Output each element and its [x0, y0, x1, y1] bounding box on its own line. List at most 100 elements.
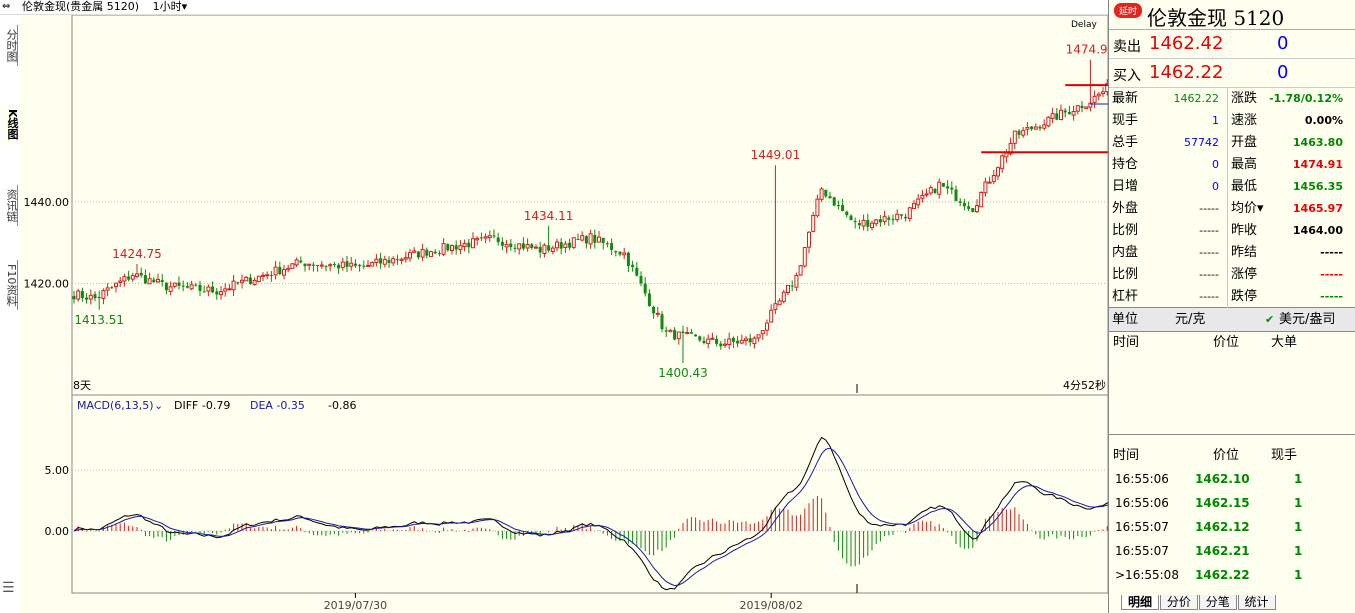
candle-body: [265, 274, 270, 277]
quote-row: 现手 1 速涨 0.00%: [1109, 110, 1355, 132]
tab-news[interactable]: 资讯链: [1, 185, 18, 226]
candle-body: [1092, 95, 1097, 103]
dea-label: DEA -0.35: [250, 399, 305, 412]
trade-price: 1462.22: [1195, 568, 1250, 582]
candle-body: [160, 280, 164, 283]
candle-body: [387, 259, 391, 263]
candle-body: [269, 275, 273, 277]
candle-body: [278, 266, 282, 275]
candle-body: [568, 242, 572, 248]
candle-body: [1017, 130, 1021, 135]
big-header-time: 时间: [1113, 335, 1140, 350]
trade-vol: 1: [1294, 520, 1303, 534]
candle-body: [316, 265, 320, 267]
quote-row: 持仓 0 最高 1474.91: [1109, 154, 1355, 176]
candle-body: [127, 276, 131, 280]
tab-tick[interactable]: 分笔: [1198, 595, 1237, 610]
candle-body: [198, 284, 202, 291]
candle-body: [618, 251, 622, 255]
candle-body: [437, 253, 441, 255]
candle-body: [538, 246, 542, 253]
candle-body: [626, 252, 630, 266]
extreme-label: 1474.91: [1066, 43, 1108, 57]
candle-body: [420, 248, 425, 258]
candle-body: [72, 296, 76, 300]
candle-body: [168, 286, 173, 292]
quote-value: -----: [1199, 290, 1219, 303]
period-label: 1小时: [152, 0, 182, 13]
candle-body: [147, 278, 152, 285]
quote-row: 比例 ----- 昨收 1464.00: [1109, 220, 1355, 242]
sell-price: 1462.42: [1149, 33, 1224, 54]
days-label: 8天: [73, 379, 91, 392]
candle-body: [340, 261, 345, 268]
tab-kline[interactable]: K线图: [1, 105, 19, 144]
candle-body: [1008, 143, 1013, 155]
candle-body: [105, 287, 110, 291]
candle-body: [319, 264, 324, 267]
candle-body: [991, 175, 996, 182]
candle-body: [550, 247, 555, 253]
candle-body: [80, 291, 84, 299]
quote-value: 1: [1212, 114, 1219, 127]
candle-body: [500, 241, 504, 246]
quote-value: -----: [1320, 268, 1343, 281]
candle-body: [689, 332, 693, 334]
tab-price-dist[interactable]: 分价: [1159, 595, 1198, 610]
quote-value: -----: [1199, 268, 1219, 281]
candle-body: [412, 250, 417, 253]
quote-key: 昨收: [1231, 223, 1258, 238]
chevron-down-icon[interactable]: ⌄: [154, 399, 163, 412]
extreme-label: 1413.51: [74, 313, 124, 327]
candle-body: [252, 279, 257, 285]
candle-body: [450, 245, 454, 252]
kline-chart[interactable]: 1440.00 1420.00 2019/07/30 2019/08/02 5.00 0…: [19, 15, 1108, 613]
candle-body: [655, 312, 660, 315]
candle-body: [832, 197, 836, 206]
candle-body: [841, 204, 845, 212]
candle-body: [256, 275, 261, 283]
candle-body: [152, 279, 156, 283]
candle-body: [802, 247, 807, 267]
unit-value[interactable]: 元/克: [1175, 312, 1206, 327]
candle-body: [223, 288, 228, 292]
trade-time: 16:55:07: [1115, 520, 1169, 534]
tab-timeshare[interactable]: 分时图: [1, 25, 18, 66]
candle-body: [950, 187, 954, 190]
quote-key: 速涨: [1231, 113, 1258, 128]
tab-f10[interactable]: F10资料: [1, 260, 18, 311]
candle-body: [307, 263, 312, 266]
candle-body: [290, 263, 295, 269]
candle-body: [786, 284, 790, 294]
candle-body: [248, 277, 252, 284]
macd-label[interactable]: MACD(6,13,5): [77, 399, 154, 412]
quote-key: 比例: [1112, 267, 1139, 282]
quote-row: 日增 0 最低 1456.35: [1109, 176, 1355, 198]
candle-body: [916, 198, 921, 206]
candle-body: [294, 259, 299, 266]
quote-value: 1465.97: [1292, 202, 1343, 215]
candle-body: [639, 275, 643, 284]
candle-body: [719, 343, 723, 347]
candle-body: [571, 237, 576, 248]
trade-header-time: 时间: [1113, 448, 1140, 463]
candle-body: [177, 282, 181, 286]
link-icon[interactable]: ⇔: [2, 1, 11, 12]
candle-body: [681, 331, 685, 334]
candle-body: [1000, 155, 1005, 170]
candle-body: [1046, 116, 1051, 127]
unit-alt[interactable]: 美元/盎司: [1279, 312, 1336, 327]
candle-body: [882, 215, 887, 223]
chart-frame: [71, 15, 1108, 594]
quote-value: 0.00%: [1304, 114, 1343, 127]
candle-body: [727, 338, 732, 345]
trade-time: 16:55:06: [1115, 496, 1169, 510]
menu-icon[interactable]: ☰: [2, 580, 15, 596]
candle-body: [652, 306, 656, 314]
tab-detail[interactable]: 明细: [1121, 595, 1160, 610]
sell-row: 卖出 1462.42 0: [1109, 30, 1355, 59]
quote-row: 杠杆 ----- 跌停 -----: [1109, 286, 1355, 308]
period-selector[interactable]: 1小时▾: [153, 0, 188, 13]
candle-body: [1012, 130, 1017, 144]
tab-stats[interactable]: 统计: [1237, 595, 1276, 610]
